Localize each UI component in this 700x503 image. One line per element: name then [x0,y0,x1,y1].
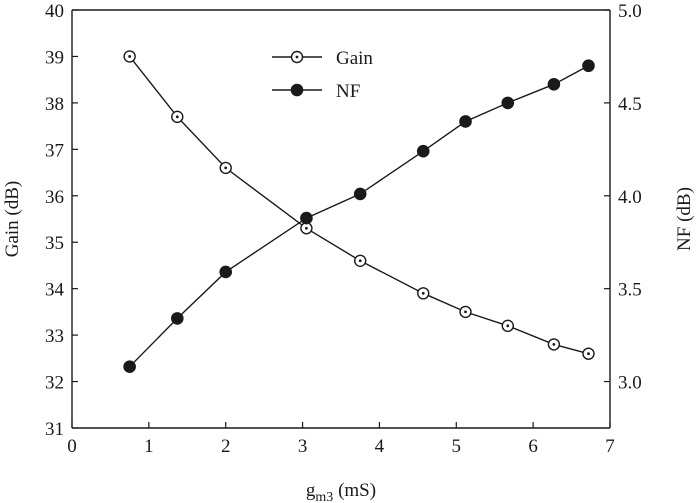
series-nf-point [416,144,430,158]
x-axis-title-main: g [306,480,316,501]
series-nf-point [219,265,233,279]
y-left-tick-label: 32 [45,373,64,394]
axes [71,9,611,429]
y-left-tick-label: 38 [45,94,64,115]
series-nf [123,59,595,373]
tick-labels: 0 1 2 3 4 5 6 7313233343536373839403.03.54.04.5… [45,1,642,457]
series-gain-point-center [175,115,179,119]
series-gain-point-center [587,352,590,356]
x-tick-label: 4 [375,436,385,457]
x-axis-title-unit: (mS) [333,480,376,501]
series-nf-point [353,187,367,201]
x-tick-label: 0 [67,436,77,457]
y-left-tick-label: 40 [45,1,64,22]
legend-item-nf: NF [272,81,360,102]
y-right-tick-label: 4.5 [618,94,642,115]
series-gain-point-center [128,55,132,58]
series-nf-point [170,312,184,325]
y-right-tick-label: 4.0 [618,187,642,208]
series-gain-point-center [421,291,425,295]
series-gain-point-center [305,226,308,230]
x-tick-label: 2 [221,436,231,457]
series-gain-point-center [224,166,228,170]
y-left-tick-label: 31 [45,419,64,440]
legend-item-gain: Gain [272,48,373,69]
legend: Gain NF [272,48,373,102]
series-gain-point-center [552,343,556,346]
series-nf-point [123,360,136,373]
x-axis-title: gm3 (mS) [306,480,376,503]
series-gain [123,50,595,360]
y-left-tick-label: 37 [45,140,64,161]
series-nf-line [129,65,589,368]
y-left-tick-label: 39 [45,47,64,68]
legend-nf-marker [290,83,304,97]
series-nf-point [547,78,561,91]
series-gain-line [129,56,589,355]
series-layer [123,50,595,373]
series-gain-point-center [464,310,467,314]
x-tick-label: 6 [528,436,538,457]
legend-gain-marker-center [295,55,299,59]
legend-nf-label: NF [336,81,360,102]
legend-gain-label: Gain [336,48,373,69]
x-axis-title-subscript: m3 [315,490,333,503]
series-nf-point [459,115,472,128]
y-right-tick-label: 3.0 [618,373,642,394]
y-right-tick-label: 3.5 [618,280,642,301]
y-left-tick-label: 34 [45,280,65,301]
x-tick-label: 1 [144,436,154,457]
series-gain-point-center [358,259,362,263]
y-left-tick-label: 33 [45,326,64,347]
x-tick-label: 7 [605,436,615,457]
y-left-tick-label: 36 [45,187,64,208]
x-tick-label: 5 [452,436,462,457]
y-axis-right-title: NF (dB) [674,187,695,251]
y-left-tick-label: 35 [45,233,64,254]
y-axis-left-title: Gain (dB) [2,181,23,258]
x-tick-label: 3 [298,436,308,457]
series-nf-point [582,59,595,73]
series-gain-point-center [506,324,510,328]
series-nf-point [300,211,313,225]
y-right-tick-label: 5.0 [618,1,642,22]
series-nf-point [501,96,515,110]
